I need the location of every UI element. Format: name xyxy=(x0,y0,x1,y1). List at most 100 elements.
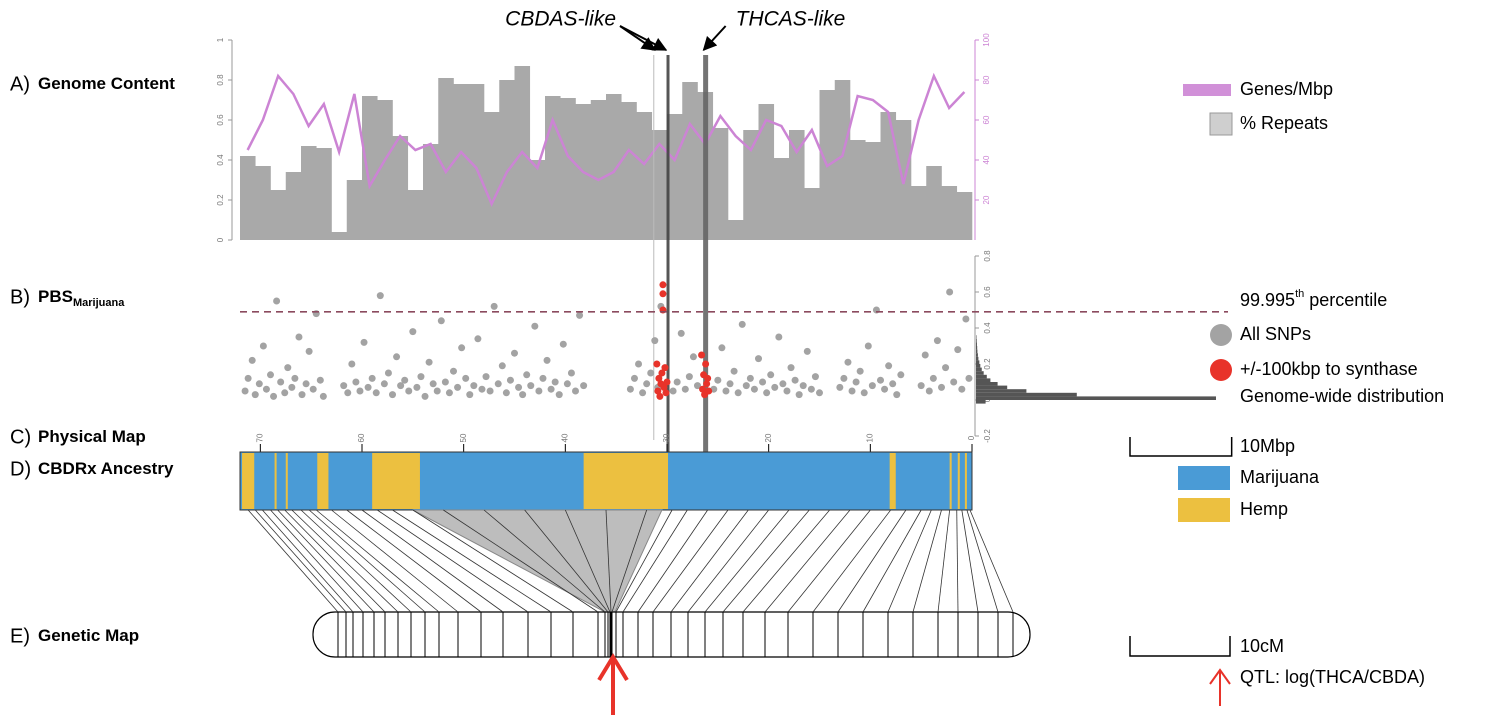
marker-link xyxy=(361,509,504,613)
point xyxy=(433,387,441,395)
point xyxy=(946,288,954,296)
y-tick-label: 0.4 xyxy=(216,154,225,166)
point xyxy=(816,389,823,397)
point xyxy=(759,378,767,386)
x-tick-label: 70 xyxy=(255,433,264,442)
legend-swatch xyxy=(1178,466,1230,490)
legend-label: Genes/Mbp xyxy=(1240,79,1333,99)
histogram-bar xyxy=(976,371,984,375)
point xyxy=(580,382,588,390)
point xyxy=(244,374,252,382)
y-tick-label: 0.4 xyxy=(983,322,992,334)
annotation-arrow xyxy=(619,25,656,51)
point xyxy=(567,369,575,377)
panel-title-text: PBS xyxy=(38,287,73,306)
ancestry-segment xyxy=(949,453,952,509)
point xyxy=(698,351,706,359)
point xyxy=(437,317,445,325)
marker-link xyxy=(524,509,609,613)
y2-tick-label: 40 xyxy=(982,155,991,164)
point xyxy=(559,340,567,348)
histogram-bar xyxy=(976,356,979,361)
point xyxy=(654,387,662,395)
point xyxy=(364,383,372,391)
point xyxy=(659,281,667,289)
point xyxy=(248,356,256,364)
threshold-label-num: 99.995 xyxy=(1240,290,1295,310)
point xyxy=(965,374,973,382)
point xyxy=(703,380,711,388)
panel-title-text: Physical Map xyxy=(38,427,146,446)
point xyxy=(795,391,803,399)
point xyxy=(791,376,799,384)
y-tick-label: 0.2 xyxy=(216,194,225,206)
panel-title-text: Genome Content xyxy=(38,74,175,93)
point xyxy=(401,376,409,384)
point xyxy=(305,347,313,355)
point xyxy=(309,385,317,393)
threshold-label: 99.995th percentile xyxy=(1240,288,1387,310)
point xyxy=(704,374,712,382)
marker-link xyxy=(956,509,959,613)
annotation: CBDAS-like xyxy=(505,8,616,31)
point xyxy=(933,337,941,345)
point xyxy=(506,376,514,384)
point xyxy=(531,322,539,330)
point xyxy=(755,355,762,363)
legend-swatch xyxy=(1209,112,1233,136)
y2-tick-label: 20 xyxy=(982,195,991,204)
bar xyxy=(560,98,576,240)
point xyxy=(527,382,535,390)
marker-link xyxy=(300,509,412,613)
bar xyxy=(682,82,698,240)
point xyxy=(626,385,634,393)
panel-title: CBDRx Ancestry xyxy=(38,459,174,478)
point xyxy=(962,315,970,323)
point xyxy=(450,367,457,375)
marker-link xyxy=(615,509,673,613)
bar xyxy=(468,84,485,240)
scale-bar xyxy=(1129,437,1233,457)
point xyxy=(384,369,392,377)
bar xyxy=(606,94,622,240)
y-tick-label: 0.6 xyxy=(216,114,225,126)
point xyxy=(298,391,306,399)
point xyxy=(360,338,368,346)
marker-link xyxy=(787,509,871,613)
legend-label: QTL: log(THCA/CBDA) xyxy=(1240,667,1425,687)
point xyxy=(722,387,730,395)
point xyxy=(925,387,933,395)
x-tick-label: 60 xyxy=(357,433,366,442)
histogram-bar xyxy=(976,378,991,382)
histogram-bar xyxy=(976,400,986,404)
bar xyxy=(728,220,744,240)
point xyxy=(259,342,267,350)
panel-title: PBSMarijuana xyxy=(38,287,125,308)
y-tick-label: 1 xyxy=(216,37,225,42)
point xyxy=(302,380,310,388)
point xyxy=(397,382,405,390)
point xyxy=(348,360,356,368)
point xyxy=(639,389,647,397)
ancestry-segment xyxy=(583,453,669,509)
y-tick-label: -0.2 xyxy=(983,429,992,443)
point xyxy=(425,358,433,366)
marker-link xyxy=(812,509,891,613)
legend-label: Marijuana xyxy=(1240,467,1320,487)
point xyxy=(655,374,663,382)
point xyxy=(856,367,864,375)
bar xyxy=(590,100,607,240)
point xyxy=(288,383,296,391)
x-tick-label: 0 xyxy=(967,435,976,440)
point xyxy=(958,385,966,393)
point xyxy=(694,382,701,390)
bar xyxy=(789,130,805,240)
point xyxy=(750,385,758,393)
histogram-bar xyxy=(976,389,1027,393)
point xyxy=(705,387,713,395)
point xyxy=(539,374,547,382)
legend-arrow xyxy=(1209,668,1231,706)
bar xyxy=(636,112,653,240)
marker-link xyxy=(412,509,574,613)
point xyxy=(685,373,693,381)
